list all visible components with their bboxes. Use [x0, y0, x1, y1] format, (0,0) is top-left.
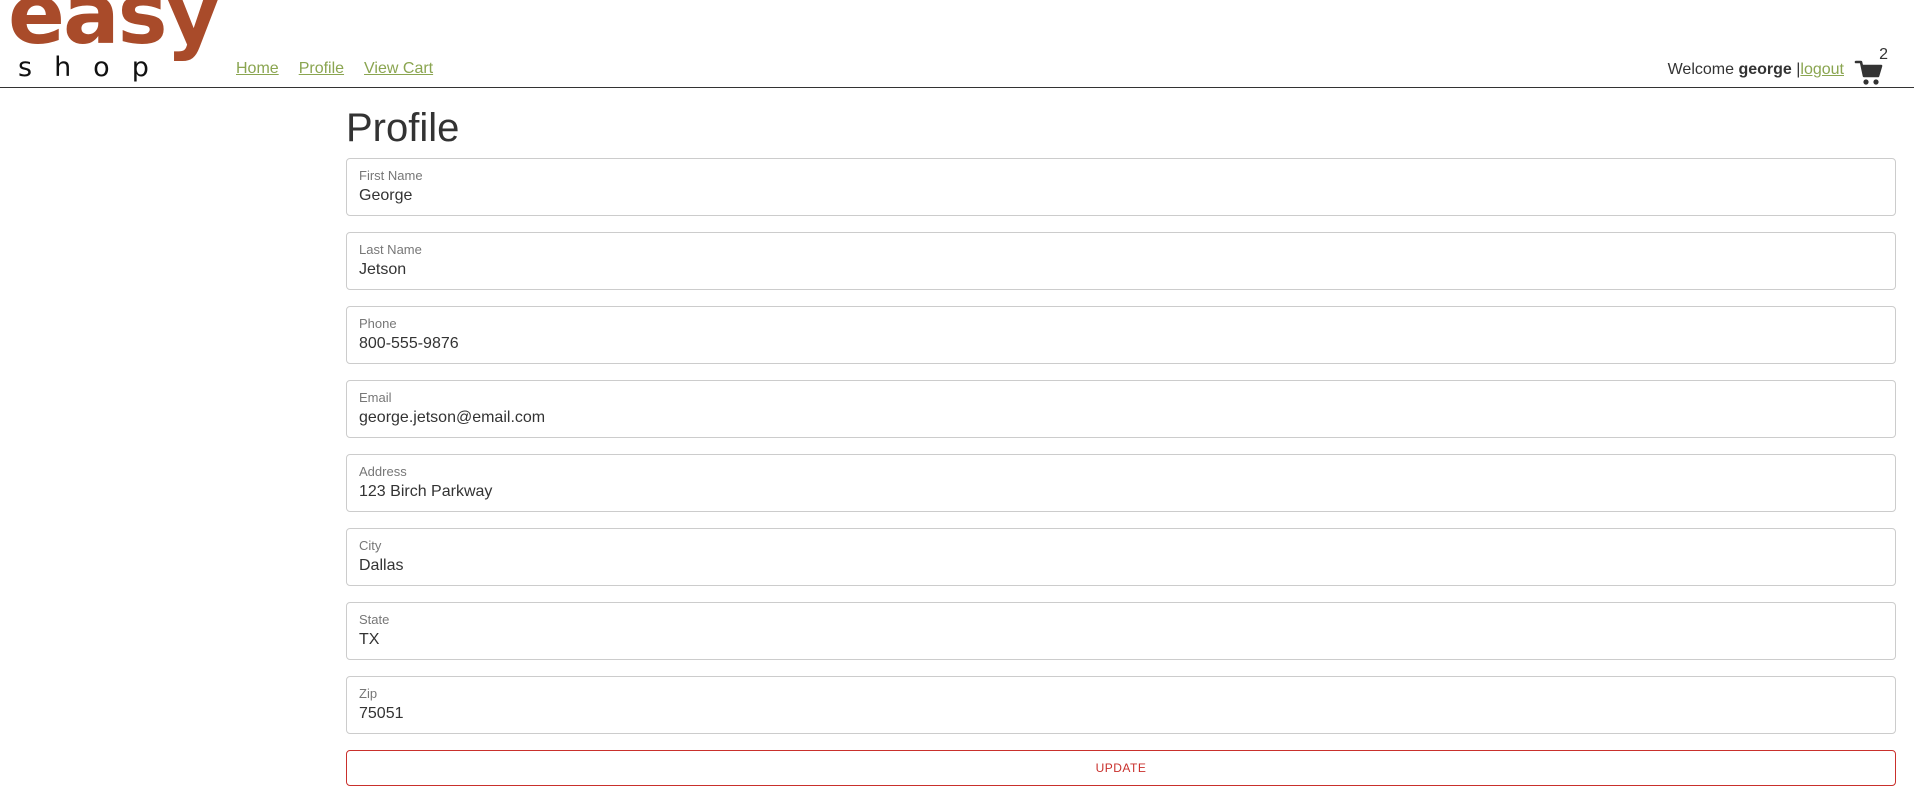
phone-input[interactable] [359, 335, 1859, 353]
user-area: Welcome george |logout 2 [1668, 46, 1888, 85]
separator: | [1796, 61, 1801, 78]
welcome-prefix: Welcome [1667, 61, 1734, 78]
username: george [1738, 61, 1792, 78]
nav-profile-link[interactable]: Profile [298, 60, 345, 77]
city-label: City [359, 538, 382, 553]
first-name-field[interactable]: First Name [346, 158, 1896, 216]
last-name-label: Last Name [359, 242, 422, 257]
email-label: Email [359, 390, 392, 405]
logo-shop-text: shop [18, 52, 171, 83]
zip-label: Zip [359, 686, 378, 701]
welcome-message: Welcome george |logout [1668, 61, 1844, 79]
cart-count-badge: 2 [1879, 46, 1888, 63]
profile-page: Profile First Name Last Name Phone Email… [346, 100, 1896, 786]
header: easy shop Home Profile View Cart Welcome… [0, 0, 1914, 88]
first-name-input[interactable] [359, 187, 1859, 205]
phone-field[interactable]: Phone [346, 306, 1896, 364]
state-field[interactable]: State [346, 602, 1896, 660]
nav-view-cart-link[interactable]: View Cart [364, 60, 434, 77]
address-input[interactable] [359, 483, 1859, 501]
first-name-label: First Name [359, 168, 423, 183]
zip-input[interactable] [359, 705, 1859, 723]
last-name-field[interactable]: Last Name [346, 232, 1896, 290]
email-input[interactable] [359, 409, 1859, 427]
page-title: Profile [346, 106, 460, 150]
email-field[interactable]: Email [346, 380, 1896, 438]
state-label: State [359, 612, 390, 627]
update-button[interactable]: UPDATE [346, 750, 1896, 786]
logo-easy-text: easy [8, 0, 220, 63]
address-field[interactable]: Address [346, 454, 1896, 512]
last-name-input[interactable] [359, 261, 1859, 279]
logout-link[interactable]: logout [1800, 61, 1844, 78]
shopping-cart-icon [1854, 60, 1883, 85]
city-field[interactable]: City [346, 528, 1896, 586]
nav-home-link[interactable]: Home [236, 60, 279, 77]
main-nav: Home Profile View Cart [236, 60, 433, 78]
state-input[interactable] [359, 631, 1859, 649]
address-label: Address [359, 464, 407, 479]
city-input[interactable] [359, 557, 1859, 575]
phone-label: Phone [359, 316, 397, 331]
easy-shop-logo[interactable]: easy shop [8, 0, 220, 86]
cart-button[interactable]: 2 [1854, 46, 1888, 85]
zip-field[interactable]: Zip [346, 676, 1896, 734]
